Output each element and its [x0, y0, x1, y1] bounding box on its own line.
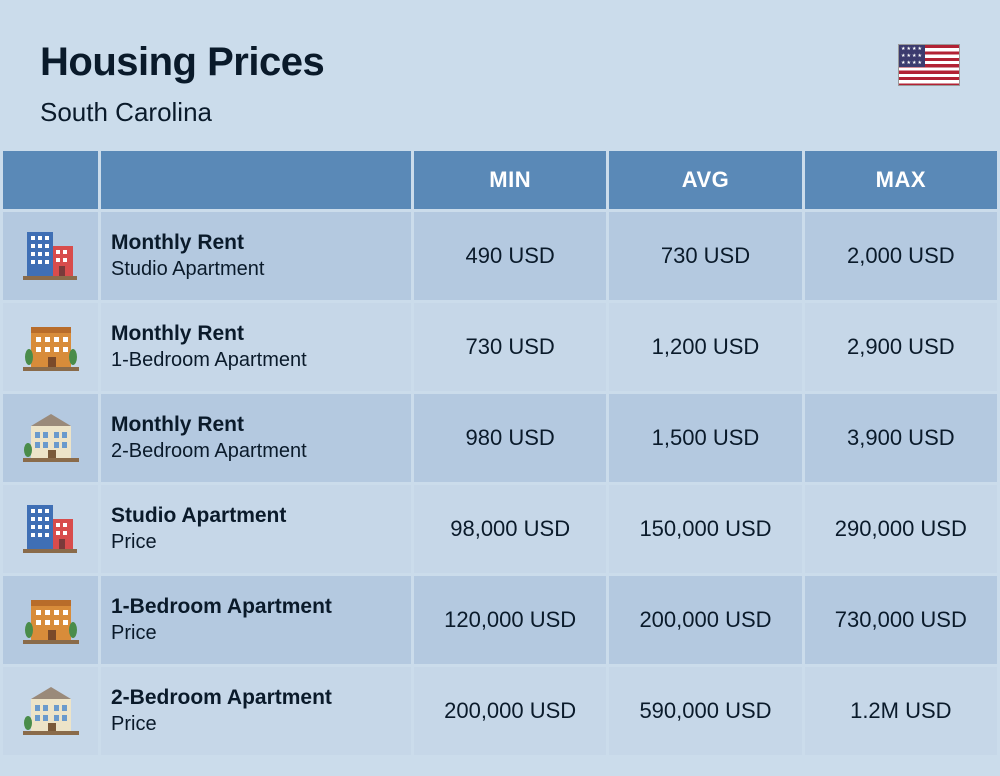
row-min: 200,000 USD [414, 667, 606, 755]
buildings-c-icon [23, 681, 79, 742]
page-title: Housing Prices [40, 40, 324, 85]
row-subtitle: Price [111, 530, 411, 555]
row-label-cell: Monthly Rent Studio Apartment [101, 212, 411, 300]
header-blank-2 [101, 151, 411, 209]
row-title: Monthly Rent [111, 321, 411, 347]
prices-table: MIN AVG MAX Monthly Rent Studio Apartmen… [0, 148, 1000, 758]
row-title: 2-Bedroom Apartment [111, 685, 411, 711]
row-icon-cell [3, 576, 98, 664]
row-avg: 590,000 USD [609, 667, 801, 755]
row-icon-cell [3, 394, 98, 482]
row-subtitle: Studio Apartment [111, 257, 411, 282]
row-title: Studio Apartment [111, 503, 411, 529]
row-label-cell: Studio Apartment Price [101, 485, 411, 573]
row-avg: 200,000 USD [609, 576, 801, 664]
row-min: 120,000 USD [414, 576, 606, 664]
row-max: 2,000 USD [805, 212, 997, 300]
row-subtitle: Price [111, 621, 411, 646]
row-label-cell: Monthly Rent 1-Bedroom Apartment [101, 303, 411, 391]
row-avg: 150,000 USD [609, 485, 801, 573]
row-subtitle: Price [111, 712, 411, 737]
table-row: Monthly Rent Studio Apartment 490 USD 73… [3, 212, 997, 300]
row-icon-cell [3, 667, 98, 755]
table-header-row: MIN AVG MAX [3, 151, 997, 209]
buildings-b-icon [23, 317, 79, 378]
row-icon-cell [3, 212, 98, 300]
table-row: Monthly Rent 1-Bedroom Apartment 730 USD… [3, 303, 997, 391]
row-max: 3,900 USD [805, 394, 997, 482]
row-title: Monthly Rent [111, 412, 411, 438]
buildings-c-icon [23, 408, 79, 469]
table-row: 1-Bedroom Apartment Price 120,000 USD 20… [3, 576, 997, 664]
row-min: 490 USD [414, 212, 606, 300]
row-icon-cell [3, 485, 98, 573]
buildings-a-icon [23, 226, 79, 287]
col-max: MAX [805, 151, 997, 209]
row-subtitle: 2-Bedroom Apartment [111, 439, 411, 464]
row-max: 730,000 USD [805, 576, 997, 664]
buildings-b-icon [23, 590, 79, 651]
table-row: 2-Bedroom Apartment Price 200,000 USD 59… [3, 667, 997, 755]
row-max: 2,900 USD [805, 303, 997, 391]
row-subtitle: 1-Bedroom Apartment [111, 348, 411, 373]
row-label-cell: Monthly Rent 2-Bedroom Apartment [101, 394, 411, 482]
row-min: 98,000 USD [414, 485, 606, 573]
row-min: 980 USD [414, 394, 606, 482]
row-icon-cell [3, 303, 98, 391]
row-avg: 730 USD [609, 212, 801, 300]
table-row: Monthly Rent 2-Bedroom Apartment 980 USD… [3, 394, 997, 482]
row-title: 1-Bedroom Apartment [111, 594, 411, 620]
header: Housing Prices South Carolina [0, 0, 1000, 148]
page-subtitle: South Carolina [40, 97, 324, 128]
row-avg: 1,500 USD [609, 394, 801, 482]
row-max: 1.2M USD [805, 667, 997, 755]
row-label-cell: 2-Bedroom Apartment Price [101, 667, 411, 755]
buildings-a-icon [23, 499, 79, 560]
usa-flag-icon [898, 44, 960, 86]
row-label-cell: 1-Bedroom Apartment Price [101, 576, 411, 664]
col-avg: AVG [609, 151, 801, 209]
header-blank-1 [3, 151, 98, 209]
row-title: Monthly Rent [111, 230, 411, 256]
table-row: Studio Apartment Price 98,000 USD 150,00… [3, 485, 997, 573]
row-avg: 1,200 USD [609, 303, 801, 391]
col-min: MIN [414, 151, 606, 209]
row-min: 730 USD [414, 303, 606, 391]
row-max: 290,000 USD [805, 485, 997, 573]
title-block: Housing Prices South Carolina [40, 40, 324, 128]
